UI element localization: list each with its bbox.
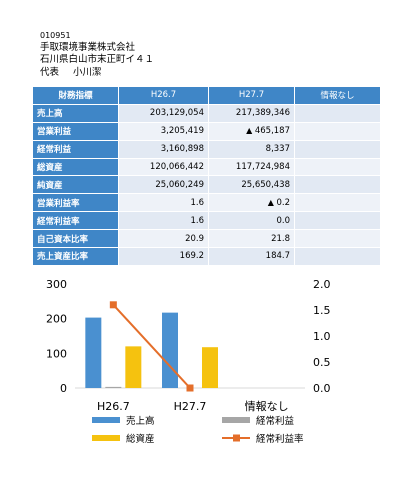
table-row: 営業利益率 1.6 ▲ 0.2 bbox=[32, 193, 381, 213]
legend-swatch bbox=[222, 417, 250, 423]
value-h26: 3,160,898 bbox=[118, 139, 209, 159]
financial-chart: 0 100 200 300 0.0 0.5 1.0 1.5 2.0 H26.7 H27.7 情報なし… bbox=[46, 278, 331, 445]
row-label: 営業利益 bbox=[32, 121, 119, 141]
value-h27-cell: ▲ 465,187 bbox=[208, 121, 295, 141]
table-row: 自己資本比率 20.9 21.8 bbox=[32, 229, 381, 249]
value-h27-cell: 21.8 bbox=[208, 229, 295, 249]
row-label: 自己資本比率 bbox=[32, 229, 119, 249]
value-no-info bbox=[294, 175, 381, 195]
table-header-row: 財務指標 H26.7 H27.7 情報なし bbox=[32, 86, 381, 105]
value-no-info bbox=[294, 121, 381, 141]
x-tick-label: 情報なし bbox=[245, 400, 289, 413]
header-h27: H27.7 bbox=[208, 86, 295, 105]
line-point bbox=[186, 384, 194, 392]
value-no-info bbox=[294, 157, 381, 177]
value-h27: 184.7 bbox=[265, 251, 290, 262]
value-h26: 120,066,442 bbox=[118, 157, 209, 177]
representative-name: 小川潔 bbox=[73, 66, 102, 78]
row-label: 営業利益率 bbox=[32, 193, 119, 213]
table-row: 売上高 203,129,054 217,389,346 bbox=[32, 103, 381, 123]
value-h27-cell: 8,337 bbox=[208, 139, 295, 159]
value-h26: 1.6 bbox=[118, 211, 209, 231]
value-h27: 0.2 bbox=[276, 197, 290, 208]
value-no-info bbox=[294, 247, 381, 266]
line-series bbox=[112, 304, 191, 389]
value-h26: 1.6 bbox=[118, 193, 209, 213]
negative-triangle-icon: ▲ bbox=[246, 126, 255, 136]
row-label: 経常利益率 bbox=[32, 211, 119, 231]
table-row: 売上資産比率 169.2 184.7 bbox=[32, 247, 381, 266]
legend-swatch bbox=[92, 417, 120, 423]
legend-marker bbox=[233, 434, 240, 442]
value-h27-cell: 217,389,346 bbox=[208, 103, 295, 123]
bar bbox=[202, 347, 218, 388]
y-left-tick-label: 200 bbox=[46, 313, 67, 326]
value-h27-cell: 117,724,984 bbox=[208, 157, 295, 177]
x-tick-label: H27.7 bbox=[174, 400, 207, 413]
y-right-tick-label: 1.0 bbox=[313, 330, 331, 343]
header-no-info: 情報なし bbox=[294, 86, 381, 105]
value-h26: 203,129,054 bbox=[118, 103, 209, 123]
representative-role: 代表 bbox=[40, 66, 60, 78]
value-no-info bbox=[294, 229, 381, 249]
value-h27: 8,337 bbox=[265, 144, 290, 155]
value-h27: 21.8 bbox=[271, 233, 290, 244]
header-h26: H26.7 bbox=[118, 86, 209, 105]
line-point bbox=[109, 301, 117, 309]
value-h27-cell: ▲ 0.2 bbox=[208, 193, 295, 213]
row-label: 売上資産比率 bbox=[32, 247, 119, 266]
bar bbox=[162, 312, 178, 388]
value-no-info bbox=[294, 139, 381, 159]
value-h27: 0.0 bbox=[276, 215, 290, 226]
row-label: 経常利益 bbox=[32, 139, 119, 159]
value-h26: 25,060,249 bbox=[118, 175, 209, 195]
value-h27: 25,650,438 bbox=[241, 179, 290, 190]
value-no-info bbox=[294, 211, 381, 231]
value-h27: 465,187 bbox=[254, 126, 290, 137]
y-left-tick-label: 0 bbox=[60, 382, 67, 395]
legend-label: 総資産 bbox=[126, 433, 155, 445]
table-row: 経常利益 3,160,898 8,337 bbox=[32, 139, 381, 159]
value-h26: 169.2 bbox=[118, 247, 209, 266]
value-h27-cell: 25,650,438 bbox=[208, 175, 295, 195]
table-row: 経常利益率 1.6 0.0 bbox=[32, 211, 381, 231]
value-h27-cell: 0.0 bbox=[208, 211, 295, 231]
company-address: 石川県白山市末正町イ４１ bbox=[40, 54, 155, 66]
header-indicator: 財務指標 bbox=[32, 86, 119, 105]
bar bbox=[125, 346, 142, 388]
value-h27: 217,389,346 bbox=[235, 108, 290, 119]
row-label: 純資産 bbox=[32, 175, 119, 195]
legend-label: 売上高 bbox=[126, 415, 155, 427]
y-right-tick-label: 0.5 bbox=[313, 356, 331, 369]
value-no-info bbox=[294, 103, 381, 123]
y-right-tick-label: 0.0 bbox=[313, 382, 331, 395]
table-row: 総資産 120,066,442 117,724,984 bbox=[32, 157, 381, 177]
value-h27: 117,724,984 bbox=[235, 162, 290, 172]
legend-label: 経常利益率 bbox=[256, 433, 304, 445]
value-no-info bbox=[294, 193, 381, 213]
table-row: 営業利益 3,205,419 ▲ 465,187 bbox=[32, 121, 381, 141]
y-right-tick-label: 1.5 bbox=[313, 304, 331, 317]
x-tick-label: H26.7 bbox=[97, 400, 130, 413]
company-header: 010951 手取環境事業株式会社 石川県白山市末正町イ４１ 代表 小川潔 bbox=[40, 30, 154, 79]
y-left-tick-label: 100 bbox=[46, 347, 67, 360]
legend-swatch bbox=[92, 435, 120, 441]
row-label: 売上高 bbox=[32, 103, 119, 123]
row-label: 総資産 bbox=[32, 157, 119, 177]
bar bbox=[85, 317, 102, 388]
company-name: 手取環境事業株式会社 bbox=[40, 42, 136, 54]
value-h27-cell: 184.7 bbox=[208, 247, 295, 266]
financial-table: 財務指標 H26.7 H27.7 情報なし 売上高 203,129,054 217,… bbox=[32, 86, 381, 266]
y-left-tick-label: 300 bbox=[46, 278, 67, 291]
table-row: 純資産 25,060,249 25,650,438 bbox=[32, 175, 381, 195]
company-code: 010951 bbox=[40, 31, 71, 40]
negative-triangle-icon: ▲ bbox=[267, 197, 277, 207]
value-h26: 3,205,419 bbox=[118, 121, 209, 141]
y-right-tick-label: 2.0 bbox=[313, 278, 331, 291]
value-h26: 20.9 bbox=[118, 229, 209, 249]
legend-label: 経常利益 bbox=[256, 415, 295, 427]
representative: 代表 小川潔 bbox=[40, 67, 154, 79]
bar bbox=[105, 386, 122, 388]
